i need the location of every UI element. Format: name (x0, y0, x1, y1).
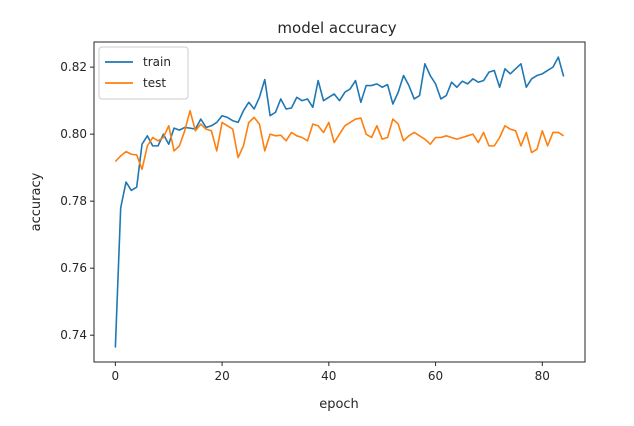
y-axis: 0.74 0.76 0.78 0.80 0.82 (60, 60, 94, 342)
x-axis: 0 20 40 60 80 (112, 362, 550, 383)
y-tick-label: 0.76 (60, 261, 87, 275)
y-tick-label: 0.78 (60, 194, 87, 208)
x-tick-label: 80 (535, 369, 550, 383)
x-tick-label: 0 (112, 369, 120, 383)
legend-box (98, 46, 189, 100)
y-tick-label: 0.74 (60, 328, 87, 342)
y-tick-label: 0.80 (60, 127, 87, 141)
legend-label-train: train (143, 55, 171, 69)
legend: train test (98, 46, 189, 100)
y-tick-label: 0.82 (60, 60, 87, 74)
series-line-test (114, 109, 565, 171)
y-axis-label: accuracy (29, 172, 44, 231)
plot-area (93, 41, 586, 363)
series-line-train (114, 56, 565, 348)
chart-title: model accuracy (277, 19, 396, 37)
x-tick-label: 40 (321, 369, 336, 383)
x-axis-label: epoch (319, 397, 359, 412)
x-tick-label: 20 (214, 369, 229, 383)
x-tick-label: 60 (428, 369, 443, 383)
plot-frame (93, 41, 586, 363)
series-group (114, 56, 565, 348)
legend-label-test: test (143, 76, 166, 90)
